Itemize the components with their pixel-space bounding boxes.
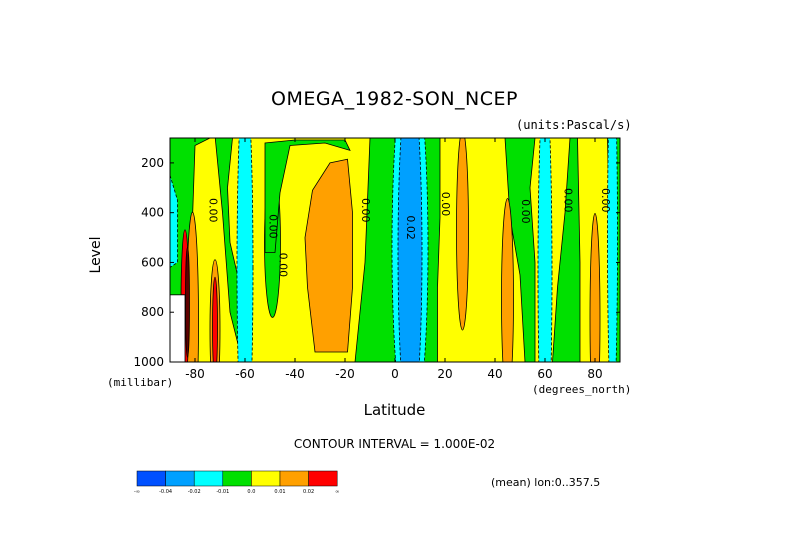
region-orange-nh-2 bbox=[501, 198, 514, 362]
x-tick-label-0: -80 bbox=[185, 367, 205, 381]
colorbar-swatch-2 bbox=[193, 470, 224, 487]
region-strong-negative-equator bbox=[397, 138, 423, 362]
contour-label-4: 0.02 bbox=[404, 215, 417, 240]
chart-title: OMEGA_1982-SON_NCEP bbox=[271, 88, 518, 110]
x-tick-label-8: 80 bbox=[587, 367, 602, 381]
region-orange-nh-3 bbox=[589, 213, 601, 362]
contour-label-1: 0.00 bbox=[267, 214, 280, 239]
units-label: (units:Pascal/s) bbox=[516, 118, 632, 132]
x-axis-unit: (degrees_north) bbox=[532, 383, 632, 396]
region-negative-nh-1 bbox=[537, 138, 553, 362]
x-tick-label-6: 40 bbox=[487, 367, 502, 381]
colorbar-label-3: -0.01 bbox=[216, 489, 229, 495]
colorbar-label-1: -0.04 bbox=[159, 489, 172, 495]
y-axis-title: Level bbox=[88, 236, 104, 274]
region-negative-sh-1 bbox=[236, 138, 254, 362]
colorbar-label-5: 0.01 bbox=[274, 489, 285, 495]
colorbar-label-4: 0.0 bbox=[247, 489, 255, 495]
y-tick-label-1: 400 bbox=[141, 206, 164, 220]
region-below-ground bbox=[170, 294, 186, 362]
y-tick-label-2: 600 bbox=[141, 255, 164, 269]
region-orange-sh bbox=[304, 158, 353, 353]
x-axis: -80 -60 -40 -20 0 20 40 60 80 bbox=[185, 138, 603, 381]
x-tick-label-4: 0 bbox=[391, 367, 399, 381]
contour-fields bbox=[170, 138, 620, 362]
colorbar-label-2: -0.02 bbox=[188, 489, 201, 495]
contour-label-7: 0.00 bbox=[561, 188, 574, 213]
y-axis-unit: (millibar) bbox=[107, 376, 174, 389]
region-negative-gap-2 bbox=[264, 139, 351, 253]
region-orange-nh-1 bbox=[456, 138, 469, 331]
x-tick-label-5: 20 bbox=[437, 367, 452, 381]
colorbar-label-0: -∞ bbox=[134, 489, 140, 495]
region-red-polar-2 bbox=[212, 276, 218, 362]
x-tick-label-2: -40 bbox=[285, 367, 305, 381]
region-dark-polar bbox=[185, 246, 190, 358]
y-tick-label-0: 200 bbox=[141, 156, 164, 170]
colorbar-swatch-3 bbox=[222, 470, 252, 487]
colorbar-label-7: ∞ bbox=[335, 489, 339, 495]
contour-label-0: 0.00 bbox=[207, 198, 220, 223]
colorbar-label-6: 0.02 bbox=[303, 489, 314, 495]
y-tick-label-3: 800 bbox=[141, 305, 164, 319]
contour-labels: 0.00 0.00 0.00 0.00 0.02 0.00 0.00 0.00 0.00 bbox=[207, 188, 612, 277]
mean-note: (mean) lon:0..357.5 bbox=[491, 476, 601, 489]
colorbar-swatch-4 bbox=[251, 470, 281, 487]
contour-interval-text: CONTOUR INTERVAL = 1.000E-02 bbox=[293, 437, 496, 451]
y-axis: 200 400 600 800 1000 bbox=[133, 156, 620, 369]
colorbar-swatch-5 bbox=[279, 470, 309, 487]
region-negative-sh-edge bbox=[170, 175, 178, 268]
colorbar-swatch-0 bbox=[136, 470, 166, 487]
contour-label-3: 0.00 bbox=[359, 198, 372, 223]
colorbar-swatch-6 bbox=[308, 470, 338, 487]
x-tick-label-3: -20 bbox=[335, 367, 355, 381]
colorbar-swatch-1 bbox=[165, 470, 195, 487]
colorbar: -∞ -0.04 -0.02 -0.01 0.0 0.01 0.02 ∞ bbox=[134, 470, 339, 495]
x-tick-label-1: -60 bbox=[235, 367, 255, 381]
x-axis-title: Latitude bbox=[363, 401, 426, 419]
contour-label-6: 0.00 bbox=[519, 199, 532, 224]
contour-label-2: 0.00 bbox=[276, 253, 289, 278]
y-tick-label-4: 1000 bbox=[133, 355, 164, 369]
region-negative-nh-2 bbox=[607, 138, 618, 362]
contour-label-8: 0.00 bbox=[599, 188, 612, 213]
x-tick-label-7: 60 bbox=[537, 367, 552, 381]
contour-label-5: 0.00 bbox=[439, 192, 452, 217]
